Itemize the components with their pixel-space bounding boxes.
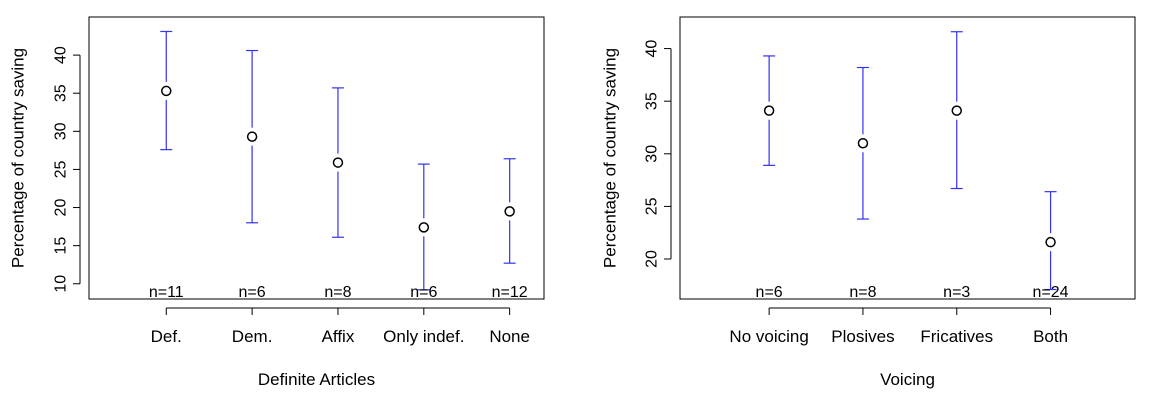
mean-point <box>246 131 258 142</box>
mean-point <box>951 105 963 116</box>
n-label: n=3 <box>943 284 970 301</box>
mean-point <box>418 222 430 233</box>
x-tick-label: Dem. <box>232 327 273 346</box>
y-tick-label: 40 <box>53 46 70 64</box>
y-tick-label: 25 <box>53 160 70 178</box>
n-label: n=6 <box>410 284 437 301</box>
x-tick-label: None <box>489 327 530 346</box>
y-tick-label: 15 <box>53 237 70 255</box>
mean-point <box>161 85 172 97</box>
y-tick-label: 35 <box>644 92 661 110</box>
x-tick-label: Fricatives <box>920 327 993 346</box>
n-label: n=24 <box>1033 284 1069 301</box>
mean-point <box>1045 236 1056 248</box>
n-label: n=6 <box>239 284 266 301</box>
mean-point <box>332 157 344 168</box>
plot-frame <box>88 16 545 300</box>
chart-definite-articles: 10 15 20 25 30 35 40 Def. Dem. Affix Only indef. No… <box>9 16 545 389</box>
n-label: n=11 <box>149 284 184 301</box>
n-label: n=8 <box>849 284 876 301</box>
y-tick-label: 30 <box>644 145 661 163</box>
y-tick-label: 20 <box>53 199 70 217</box>
y-tick-label: 35 <box>53 84 70 102</box>
x-tick-label: Def. <box>151 327 182 346</box>
x-tick-label: Both <box>1033 327 1068 346</box>
y-tick-label: 20 <box>644 250 661 268</box>
x-axis-title: Voicing <box>880 370 935 389</box>
y-tick-label: 40 <box>644 40 661 58</box>
x-tick-label: Affix <box>322 327 355 346</box>
plot-frame <box>679 16 1136 300</box>
y-tick-label: 25 <box>644 197 661 215</box>
y-tick-label: 30 <box>53 122 70 140</box>
chart-voicing: 20 25 30 35 40 No voicing Plosives Fricatives Bo… <box>601 16 1136 389</box>
y-axis-title: Percentage of country saving <box>9 48 28 268</box>
x-tick-label: Only indef. <box>383 327 464 346</box>
x-tick-label: Plosives <box>831 327 894 346</box>
x-tick-label: No voicing <box>729 327 808 346</box>
n-label: n=8 <box>324 284 351 301</box>
n-label: n=12 <box>492 284 528 301</box>
n-label: n=6 <box>756 284 783 301</box>
mean-point <box>857 138 869 149</box>
y-axis-title: Percentage of country saving <box>601 48 620 268</box>
x-axis-title: Definite Articles <box>258 370 375 389</box>
y-tick-label: 10 <box>53 275 70 293</box>
mean-point <box>763 105 775 116</box>
mean-point <box>504 206 515 217</box>
